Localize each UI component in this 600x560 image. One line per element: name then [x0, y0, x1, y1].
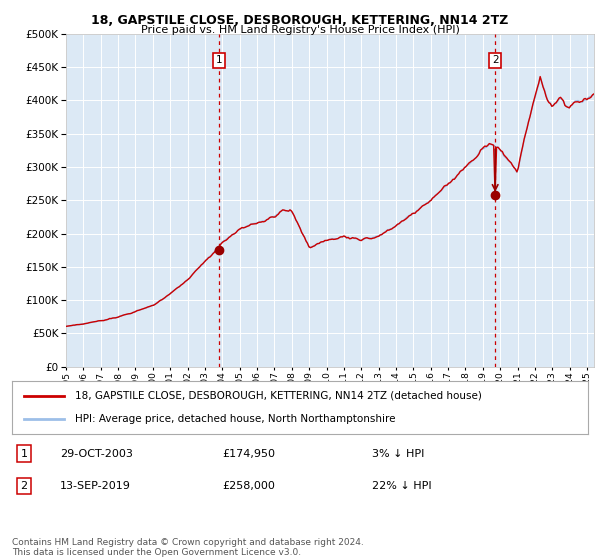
Text: HPI: Average price, detached house, North Northamptonshire: HPI: Average price, detached house, Nort…: [76, 414, 396, 424]
Text: £174,950: £174,950: [222, 449, 275, 459]
Text: £258,000: £258,000: [222, 481, 275, 491]
Text: Price paid vs. HM Land Registry's House Price Index (HPI): Price paid vs. HM Land Registry's House …: [140, 25, 460, 35]
Text: 1: 1: [20, 449, 28, 459]
Text: 22% ↓ HPI: 22% ↓ HPI: [372, 481, 431, 491]
Text: 13-SEP-2019: 13-SEP-2019: [60, 481, 131, 491]
Text: Contains HM Land Registry data © Crown copyright and database right 2024.
This d: Contains HM Land Registry data © Crown c…: [12, 538, 364, 557]
Text: 2: 2: [20, 481, 28, 491]
Text: 18, GAPSTILE CLOSE, DESBOROUGH, KETTERING, NN14 2TZ (detached house): 18, GAPSTILE CLOSE, DESBOROUGH, KETTERIN…: [76, 391, 482, 401]
Text: 29-OCT-2003: 29-OCT-2003: [60, 449, 133, 459]
Text: 2: 2: [492, 55, 499, 66]
Text: 18, GAPSTILE CLOSE, DESBOROUGH, KETTERING, NN14 2TZ: 18, GAPSTILE CLOSE, DESBOROUGH, KETTERIN…: [91, 14, 509, 27]
Text: 3% ↓ HPI: 3% ↓ HPI: [372, 449, 424, 459]
Text: 1: 1: [216, 55, 223, 66]
